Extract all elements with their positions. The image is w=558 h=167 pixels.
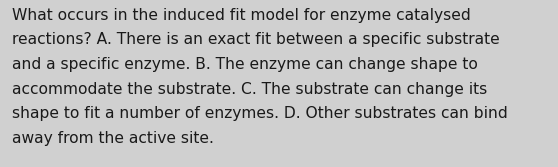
Text: What occurs in the induced fit model for enzyme catalysed: What occurs in the induced fit model for… xyxy=(12,8,471,23)
Text: shape to fit a number of enzymes. D. Other substrates can bind: shape to fit a number of enzymes. D. Oth… xyxy=(12,106,508,121)
Text: reactions? A. There is an exact fit between a specific substrate: reactions? A. There is an exact fit betw… xyxy=(12,32,500,47)
Text: away from the active site.: away from the active site. xyxy=(12,131,214,146)
Text: accommodate the substrate. C. The substrate can change its: accommodate the substrate. C. The substr… xyxy=(12,82,488,97)
Text: and a specific enzyme. B. The enzyme can change shape to: and a specific enzyme. B. The enzyme can… xyxy=(12,57,478,72)
